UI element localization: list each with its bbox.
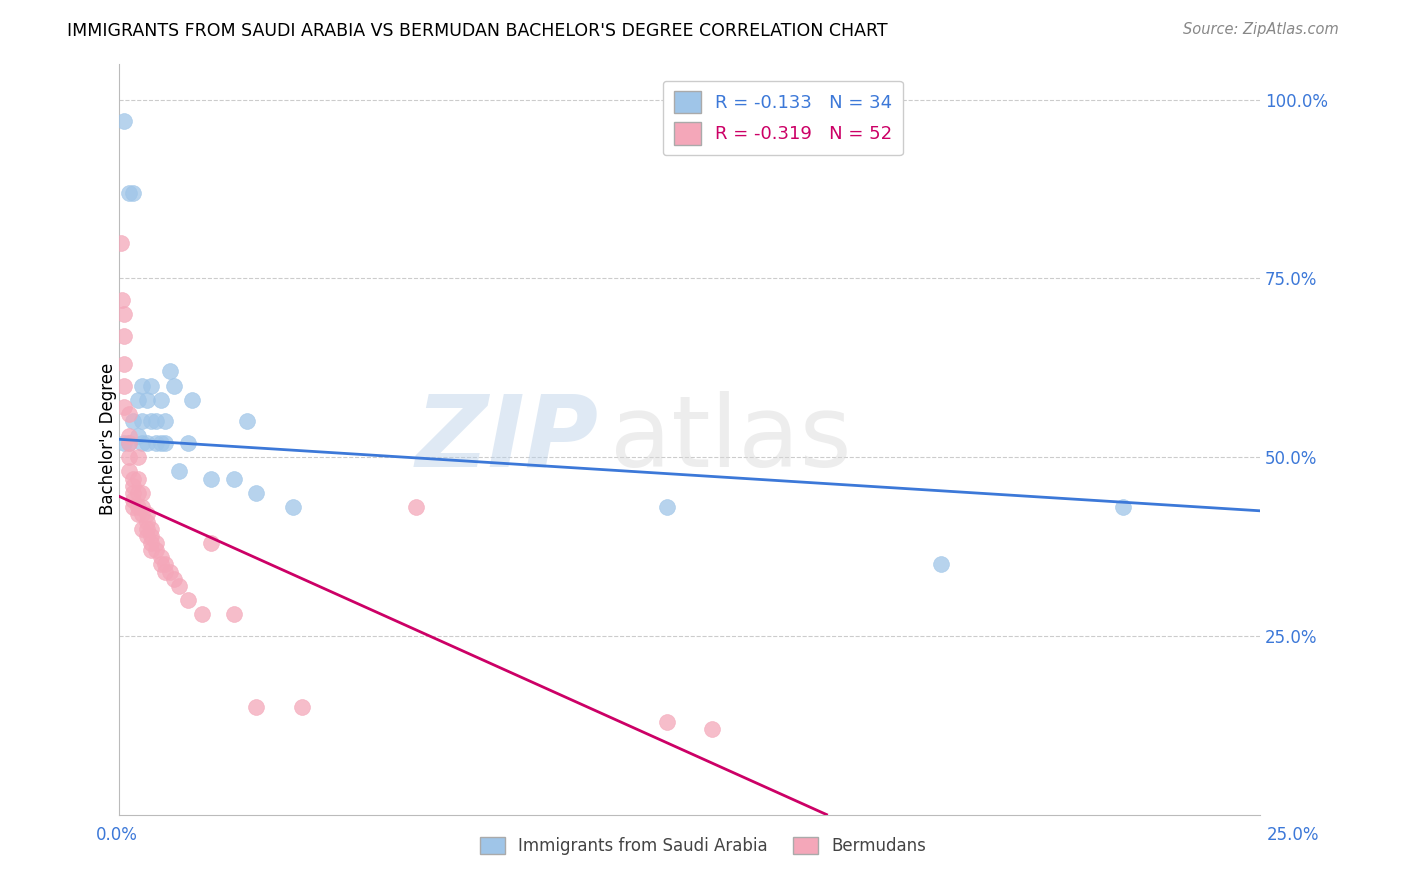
Point	[135, 436, 157, 450]
Point	[190, 607, 212, 622]
Point	[149, 558, 172, 572]
Text: 0.0%: 0.0%	[96, 826, 138, 844]
Point	[135, 515, 157, 529]
Point	[112, 328, 135, 343]
Point	[112, 436, 135, 450]
Point	[117, 436, 139, 450]
Point	[131, 508, 153, 522]
Point	[281, 500, 304, 515]
Point	[127, 472, 149, 486]
Point	[122, 500, 145, 515]
Point	[159, 364, 181, 378]
Point	[131, 436, 153, 450]
Point	[127, 450, 149, 465]
Point	[200, 536, 222, 550]
Point	[131, 522, 153, 536]
Point	[163, 572, 186, 586]
Point	[110, 235, 132, 250]
Point	[153, 436, 176, 450]
Point	[127, 486, 149, 500]
Point	[929, 558, 952, 572]
Point	[245, 486, 267, 500]
Point	[149, 550, 172, 565]
Point	[135, 529, 157, 543]
Point	[117, 428, 139, 442]
Point	[131, 414, 153, 428]
Point	[117, 465, 139, 479]
Point	[153, 558, 176, 572]
Text: IMMIGRANTS FROM SAUDI ARABIA VS BERMUDAN BACHELOR'S DEGREE CORRELATION CHART: IMMIGRANTS FROM SAUDI ARABIA VS BERMUDAN…	[67, 22, 889, 40]
Point	[222, 607, 245, 622]
Point	[177, 436, 200, 450]
Point	[145, 414, 167, 428]
Point	[141, 414, 163, 428]
Point	[112, 307, 135, 321]
Point	[131, 486, 153, 500]
Point	[159, 565, 181, 579]
Text: atlas: atlas	[610, 391, 852, 488]
Point	[655, 500, 678, 515]
Text: Source: ZipAtlas.com: Source: ZipAtlas.com	[1182, 22, 1339, 37]
Legend: Immigrants from Saudi Arabia, Bermudans: Immigrants from Saudi Arabia, Bermudans	[474, 830, 932, 862]
Point	[117, 407, 139, 421]
Point	[122, 479, 145, 493]
Legend: R = -0.133   N = 34, R = -0.319   N = 52: R = -0.133 N = 34, R = -0.319 N = 52	[662, 80, 903, 155]
Point	[135, 522, 157, 536]
Point	[141, 543, 163, 558]
Point	[153, 565, 176, 579]
Point	[127, 500, 149, 515]
Point	[291, 700, 314, 714]
Point	[149, 436, 172, 450]
Point	[127, 392, 149, 407]
Point	[702, 722, 724, 736]
Point	[163, 378, 186, 392]
Point	[245, 700, 267, 714]
Point	[122, 493, 145, 508]
Point	[405, 500, 427, 515]
Point	[135, 392, 157, 407]
Point	[141, 529, 163, 543]
Point	[181, 392, 204, 407]
Point	[131, 500, 153, 515]
Point	[200, 472, 222, 486]
Point	[122, 414, 145, 428]
Point	[145, 543, 167, 558]
Text: 25.0%: 25.0%	[1267, 826, 1319, 844]
Point	[236, 414, 259, 428]
Point	[1112, 500, 1135, 515]
Point	[117, 186, 139, 200]
Point	[149, 392, 172, 407]
Point	[131, 378, 153, 392]
Point	[145, 536, 167, 550]
Point	[127, 508, 149, 522]
Point	[167, 465, 190, 479]
Point	[112, 114, 135, 128]
Text: ZIP: ZIP	[415, 391, 599, 488]
Point	[122, 486, 145, 500]
Point	[141, 522, 163, 536]
Y-axis label: Bachelor's Degree: Bachelor's Degree	[100, 363, 117, 516]
Point	[153, 414, 176, 428]
Point	[127, 428, 149, 442]
Point	[112, 378, 135, 392]
Point	[122, 472, 145, 486]
Point	[222, 472, 245, 486]
Point	[167, 579, 190, 593]
Point	[135, 508, 157, 522]
Point	[117, 436, 139, 450]
Point	[145, 436, 167, 450]
Point	[112, 400, 135, 414]
Point	[141, 378, 163, 392]
Point	[655, 714, 678, 729]
Point	[111, 293, 134, 307]
Point	[117, 450, 139, 465]
Point	[112, 357, 135, 371]
Point	[177, 593, 200, 607]
Point	[122, 186, 145, 200]
Point	[141, 536, 163, 550]
